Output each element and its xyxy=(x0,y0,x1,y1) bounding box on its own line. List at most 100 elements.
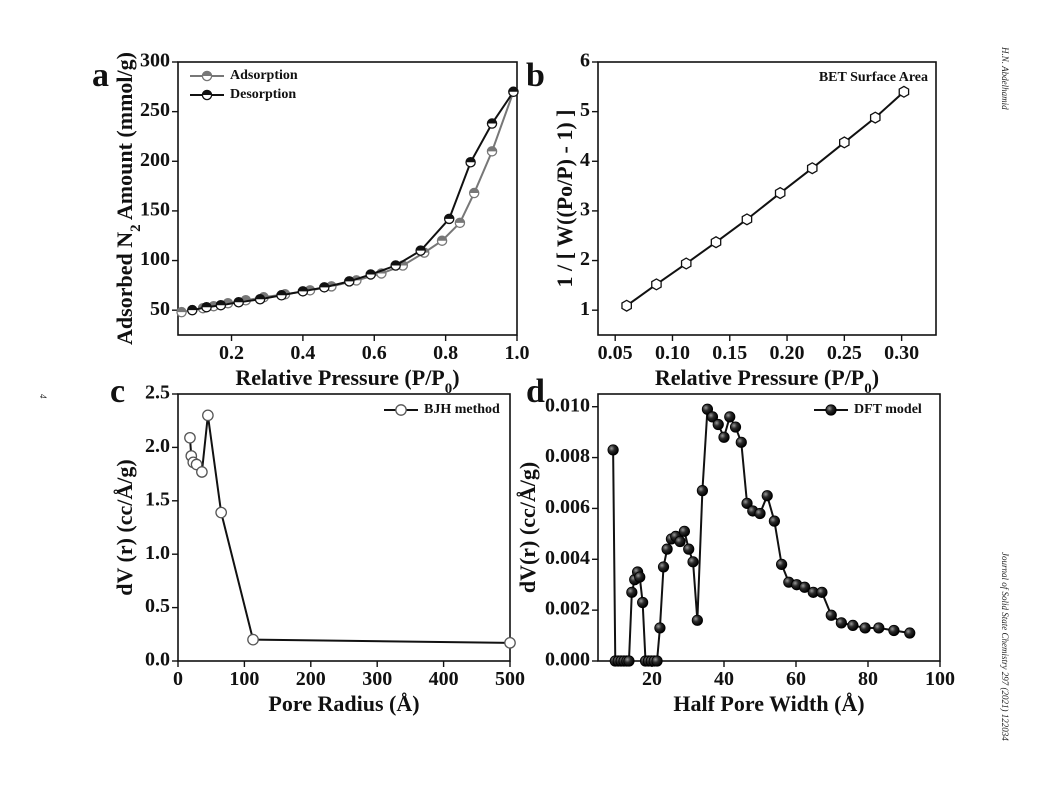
y-tick-label: 4 xyxy=(580,149,590,171)
x-tick-label: 80 xyxy=(858,668,878,690)
data-point xyxy=(768,515,781,527)
chart-panel-b: b 0.05 0.10 0.15 0.20 0.25 0.30 1 2 3 4 5 6 Relative … xyxy=(526,50,937,397)
data-point xyxy=(691,614,703,626)
data-point xyxy=(436,235,448,246)
y-tick-label: 5 xyxy=(580,99,590,121)
data-point xyxy=(799,581,811,593)
x-tick-label: 60 xyxy=(786,668,806,690)
legend-label: Adsorption xyxy=(230,68,298,83)
y-tick-label: 2 xyxy=(580,248,590,270)
x-axis-label: Relative Pressure (P/P0) xyxy=(655,365,879,397)
data-point xyxy=(687,556,699,568)
data-point xyxy=(634,571,646,583)
x-axis-label: Relative Pressure (P/P0) xyxy=(235,365,459,397)
data-point xyxy=(651,278,662,291)
legend-marker xyxy=(201,89,213,101)
data-point xyxy=(680,257,692,270)
legend-label: DFT model xyxy=(854,402,922,417)
x-tick-label: 200 xyxy=(296,668,326,690)
data-point xyxy=(735,436,747,448)
legend-marker xyxy=(395,404,407,416)
x-tick-label: 1.0 xyxy=(505,342,530,364)
panel-label: a xyxy=(92,57,109,94)
x-tick-label: 0.30 xyxy=(884,342,919,364)
legend-entry: DFT model xyxy=(814,402,922,417)
y-axis-label: dV (r) (cc/Å/g) xyxy=(112,459,137,595)
x-axis-label: Half Pore Width (Å) xyxy=(673,691,864,716)
y-tick-label: 250 xyxy=(140,99,170,121)
x-tick-label: 100 xyxy=(925,668,955,690)
x-tick-label: 0.4 xyxy=(290,342,315,364)
x-tick-label: 500 xyxy=(495,668,525,690)
series-data xyxy=(621,85,910,312)
x-tick-label: 0.15 xyxy=(712,342,747,364)
y-tick-label: 50 xyxy=(150,298,170,320)
x-tick-label: 400 xyxy=(429,668,459,690)
data-point xyxy=(196,466,208,478)
legend-label: Desorption xyxy=(230,87,296,102)
data-point xyxy=(869,111,881,124)
x-tick-label: 100 xyxy=(229,668,259,690)
data-point xyxy=(504,636,516,649)
legend-entry: Adsorption xyxy=(190,68,298,83)
x-tick-label: 0.2 xyxy=(219,342,244,364)
data-point xyxy=(754,507,766,520)
data-point xyxy=(187,304,198,316)
data-point xyxy=(706,411,719,423)
y-tick-label: 0.0 xyxy=(145,649,170,671)
x-tick-label: 0.25 xyxy=(827,342,862,364)
data-point xyxy=(626,586,638,598)
data-point xyxy=(607,444,619,456)
x-tick-label: 0.05 xyxy=(598,342,633,364)
series-bjh-method xyxy=(184,409,516,649)
x-tick-label: 40 xyxy=(714,668,734,690)
x-tick-label: 300 xyxy=(362,668,392,690)
data-point xyxy=(859,622,871,634)
legend-marker xyxy=(201,70,213,82)
data-point xyxy=(873,622,885,634)
x-tick-label: 20 xyxy=(642,668,662,690)
data-point xyxy=(201,301,212,313)
data-point xyxy=(254,294,266,305)
plot-frame xyxy=(177,61,518,336)
data-point xyxy=(202,409,214,422)
y-tick-label: 200 xyxy=(140,149,170,171)
data-point xyxy=(247,633,259,646)
data-point xyxy=(319,282,330,293)
series-dft-model xyxy=(607,403,916,667)
data-point xyxy=(623,655,635,667)
data-point xyxy=(637,596,649,609)
panel-label: c xyxy=(110,373,125,410)
y-tick-label: 0.008 xyxy=(545,445,590,467)
data-point xyxy=(465,157,476,168)
y-tick-label: 0.5 xyxy=(145,595,170,617)
y-tick-label: 1 xyxy=(580,298,590,320)
data-point xyxy=(825,609,837,621)
series-desorption xyxy=(187,86,519,316)
data-point xyxy=(835,617,847,629)
y-tick-label: 150 xyxy=(140,199,170,221)
data-point xyxy=(508,86,519,98)
data-point xyxy=(806,162,818,175)
y-tick-label: 100 xyxy=(140,248,170,270)
data-point xyxy=(718,431,730,443)
series-line xyxy=(192,91,515,312)
data-point xyxy=(712,418,724,431)
data-point xyxy=(710,236,722,249)
y-tick-label: 1.0 xyxy=(145,542,170,564)
series-line xyxy=(626,91,905,307)
data-point xyxy=(847,619,859,632)
legend-marker xyxy=(825,404,837,416)
data-point xyxy=(696,485,709,497)
y-tick-label: 0.010 xyxy=(545,394,590,416)
plot-frame xyxy=(597,393,941,662)
data-point xyxy=(683,543,695,555)
data-point xyxy=(415,245,426,256)
data-point xyxy=(468,187,480,199)
data-point xyxy=(233,296,244,308)
x-tick-label: 0.8 xyxy=(433,342,458,364)
y-tick-label: 300 xyxy=(140,50,170,72)
data-point xyxy=(724,411,736,423)
y-axis-label: 1 / [ W((Po/P) - 1) ] xyxy=(552,110,577,288)
y-tick-label: 3 xyxy=(580,199,590,221)
